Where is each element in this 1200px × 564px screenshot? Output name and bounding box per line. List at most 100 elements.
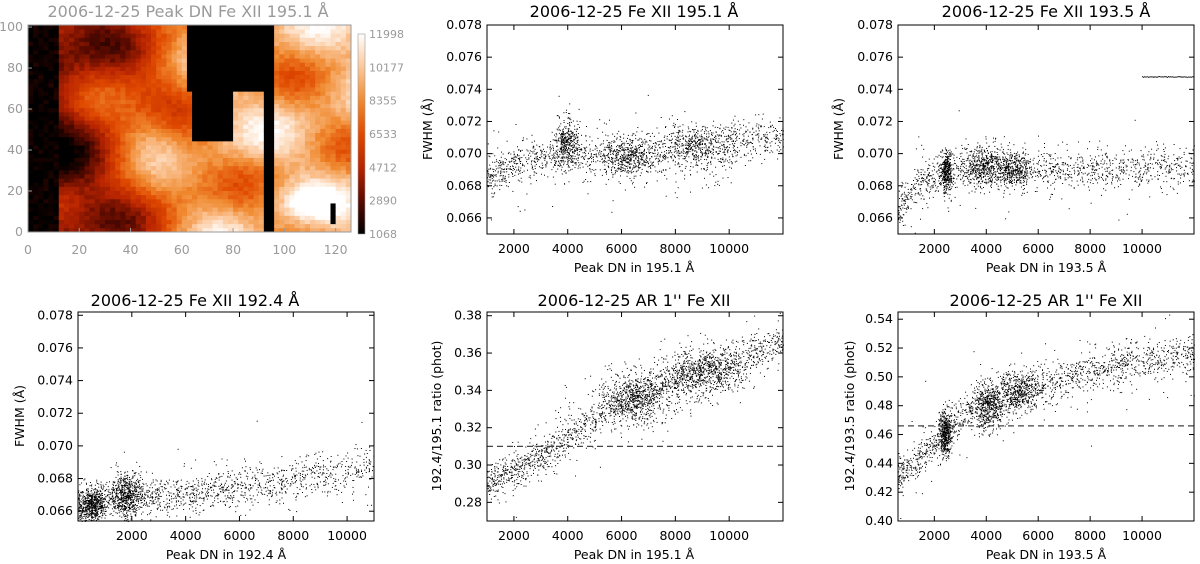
- scatter-point: [654, 145, 656, 147]
- heatmap-cell: [110, 223, 116, 229]
- heatmap-cell: [48, 227, 55, 233]
- heatmap-cell: [258, 62, 265, 67]
- heatmap-cell: [315, 103, 321, 109]
- heatmap-cell: [63, 74, 70, 80]
- heatmap-cell: [212, 41, 219, 47]
- heatmap-cell: [74, 124, 80, 129]
- scatter-point: [535, 153, 537, 155]
- heatmap-cell: [335, 207, 342, 212]
- heatmap-cell: [294, 174, 301, 179]
- heatmap-cell: [243, 33, 249, 38]
- heatmap-cell: [145, 82, 152, 88]
- scatter-point: [564, 146, 566, 147]
- heatmap-cell: [222, 29, 229, 34]
- heatmap-cell: [233, 107, 239, 113]
- scatter-point: [624, 170, 626, 172]
- heatmap-cell: [202, 132, 208, 138]
- scatter-point: [513, 158, 514, 160]
- heatmap-cell: [253, 207, 260, 212]
- heatmap-cell: [94, 95, 101, 100]
- scatter-point: [519, 159, 521, 161]
- heatmap-cell: [238, 211, 244, 216]
- scatter-point: [561, 153, 563, 155]
- heatmap-cell: [43, 49, 49, 55]
- heatmap-cell: [325, 78, 331, 84]
- heatmap-cell: [69, 136, 75, 142]
- heatmap-cell: [135, 211, 142, 216]
- scatter-point: [506, 165, 508, 167]
- scatter-point: [679, 165, 681, 167]
- heatmap-cell: [330, 161, 337, 167]
- heatmap-cell: [248, 62, 254, 67]
- scatter-point: [609, 146, 611, 148]
- scatter-point: [549, 146, 551, 148]
- heatmap-cell: [253, 87, 260, 92]
- heatmap-cell: [69, 87, 75, 92]
- heatmap-cell: [161, 174, 167, 179]
- colorbar-tick-label: 1068: [369, 228, 397, 241]
- heatmap-cell: [263, 145, 270, 150]
- heatmap-cell: [28, 107, 34, 113]
- heatmap-cell: [28, 153, 34, 158]
- heatmap-cell: [53, 161, 60, 167]
- heatmap-cell: [202, 174, 208, 179]
- heatmap-cell: [253, 203, 260, 208]
- heatmap-cell: [84, 227, 90, 233]
- scatter-point: [563, 133, 564, 135]
- heatmap-cell: [340, 25, 347, 30]
- heatmap-cell: [227, 186, 234, 191]
- scatter-point: [676, 143, 678, 145]
- heatmap-cell: [222, 186, 229, 191]
- heatmap-cell: [340, 29, 347, 34]
- heatmap-cell: [222, 103, 229, 109]
- heatmap-cell: [176, 49, 183, 55]
- heatmap-cell: [217, 178, 224, 183]
- heatmap-cell: [166, 178, 172, 183]
- heatmap-cell: [335, 211, 342, 216]
- heatmap-cell: [320, 58, 326, 63]
- heatmap-cell: [94, 66, 101, 71]
- heatmap-cell: [53, 211, 60, 216]
- heatmap-cell: [197, 103, 203, 109]
- heatmap-cell: [89, 203, 96, 208]
- scatter-point: [639, 154, 641, 156]
- scatter-point: [494, 192, 496, 194]
- heatmap-cell: [217, 198, 224, 204]
- heatmap-cell: [181, 161, 188, 167]
- heatmap-cell: [243, 194, 249, 200]
- heatmap-cell: [309, 194, 316, 200]
- heatmap-cell: [335, 182, 342, 187]
- heatmap-cell: [253, 41, 260, 47]
- heatmap-cell: [289, 82, 296, 88]
- heatmap-cell: [38, 178, 44, 183]
- heatmap-cell: [274, 207, 280, 212]
- heatmap-cell: [227, 161, 234, 167]
- heatmap-cell: [263, 66, 270, 71]
- heatmap-cell: [258, 120, 265, 125]
- scatter-point: [589, 164, 591, 166]
- heatmap-cell: [28, 111, 34, 117]
- scatter-point: [612, 151, 614, 153]
- heatmap-cell: [330, 111, 337, 117]
- scatter-point: [571, 162, 573, 163]
- heatmap-cell: [84, 190, 90, 196]
- scatter-point: [616, 146, 617, 148]
- heatmap-cell: [279, 136, 285, 142]
- scatter-point: [767, 150, 769, 152]
- scatter-point: [780, 149, 782, 151]
- heatmap-cell: [207, 149, 213, 154]
- map-x-tick-label: 40: [123, 242, 139, 257]
- heatmap-cell: [320, 165, 326, 171]
- scatter-point: [758, 128, 760, 130]
- scatter-point: [545, 151, 547, 153]
- heatmap-cell: [156, 124, 162, 129]
- heatmap-cell: [248, 91, 254, 96]
- heatmap-cell: [161, 95, 167, 100]
- heatmap-cell: [166, 136, 172, 142]
- heatmap-cell: [258, 29, 265, 34]
- scatter-point: [612, 159, 614, 161]
- heatmap-cell: [284, 136, 290, 142]
- heatmap-cell: [28, 140, 34, 146]
- heatmap-cell: [99, 145, 106, 150]
- heatmap-cell: [120, 128, 126, 134]
